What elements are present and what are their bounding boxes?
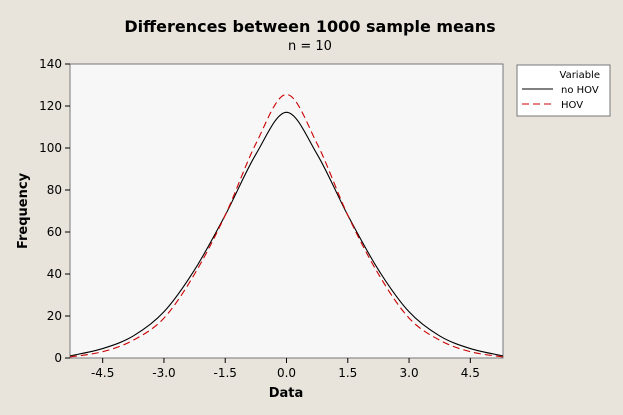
x-axis-label: Data (269, 386, 304, 401)
legend-label: no HOV (561, 85, 599, 96)
y-axis-label: Frequency (16, 172, 31, 249)
y-tick-label: 140 (39, 57, 62, 71)
y-tick-label: 100 (39, 141, 62, 155)
x-tick-label: 0.0 (277, 366, 296, 380)
y-tick-label: 80 (47, 183, 62, 197)
series-line-hov (70, 93, 503, 358)
legend-label: HOV (561, 100, 583, 111)
legend-title: Variable (560, 70, 601, 81)
x-tick-label: -1.5 (214, 366, 237, 380)
chart-title: Differences between 1000 sample means (124, 17, 495, 36)
x-tick-label: 3.0 (400, 366, 419, 380)
y-axis: 0 20 40 60 80 100 120 140 (39, 57, 70, 365)
x-axis: -4.5 -3.0 -1.5 0.0 1.5 3.0 4.5 (91, 358, 480, 380)
x-tick-label: -4.5 (91, 366, 114, 380)
legend-entries: no HOV HOV (522, 85, 599, 111)
y-tick-label: 40 (47, 267, 62, 281)
legend: Variable no HOV HOV (516, 64, 611, 117)
y-tick-label: 0 (54, 351, 62, 365)
x-tick-label: 4.5 (461, 366, 480, 380)
y-tick-label: 120 (39, 99, 62, 113)
series-layer (70, 93, 503, 358)
y-tick-label: 20 (47, 309, 62, 323)
x-tick-label: -3.0 (152, 366, 175, 380)
x-tick-label: 1.5 (338, 366, 357, 380)
series-line-no-hov (70, 111, 503, 357)
legend-box (516, 64, 611, 117)
plot-area (69, 63, 504, 359)
chart-subtitle: n = 10 (288, 39, 332, 54)
y-tick-label: 60 (47, 225, 62, 239)
